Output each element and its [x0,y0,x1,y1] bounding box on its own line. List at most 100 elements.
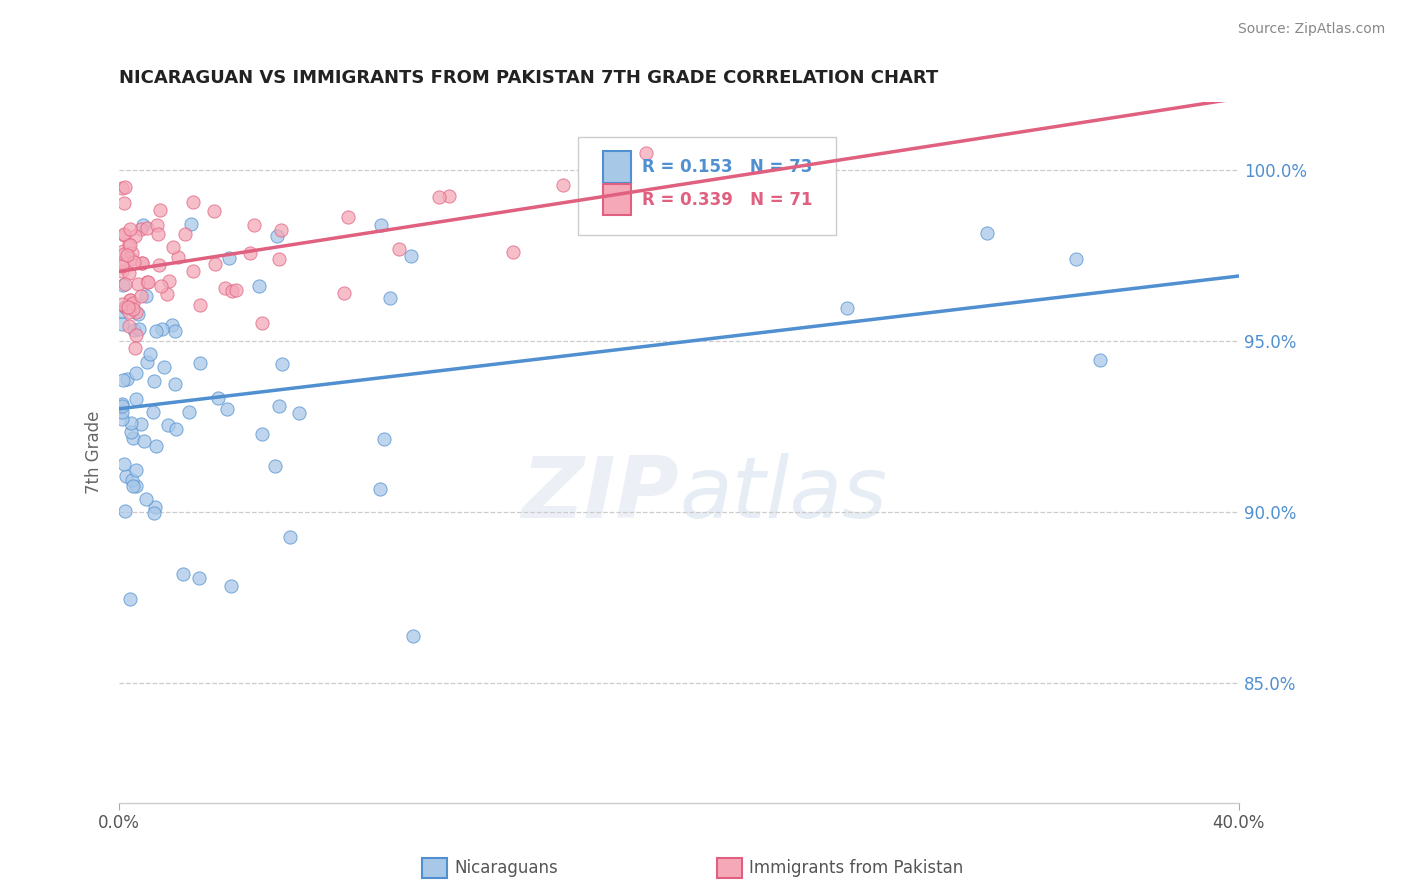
Point [218,251,240,265]
Point [219,579,242,593]
Point [157,418,180,433]
Text: R = 0.339   N = 71: R = 0.339 N = 71 [643,191,813,209]
Point [122,431,145,445]
Point [115,300,138,314]
Point [125,328,148,343]
Point [172,567,194,582]
Point [378,291,401,305]
Point [111,304,134,318]
Text: Nicaraguans: Nicaraguans [454,859,558,877]
Point [112,373,135,387]
Point [129,288,152,302]
Point [160,318,183,333]
Point [122,301,145,316]
Point [122,296,145,310]
Point [152,360,174,375]
Point [278,530,301,544]
Point [128,322,150,336]
Point [270,357,292,371]
Point [118,592,141,607]
Point [124,254,146,268]
Point [118,318,141,333]
Point [125,366,148,380]
Point [120,222,142,236]
Point [120,252,142,266]
Point [165,325,187,339]
Text: NICARAGUAN VS IMMIGRANTS FROM PAKISTAN 7TH GRADE CORRELATION CHART: NICARAGUAN VS IMMIGRANTS FROM PAKISTAN 7… [120,69,939,87]
Point [136,275,159,289]
Point [120,238,142,252]
Point [111,317,134,331]
Point [135,288,157,302]
Point [120,416,142,430]
Point [202,203,225,218]
Point [118,304,141,318]
FancyBboxPatch shape [578,137,835,235]
Point [337,210,360,224]
Point [287,406,309,420]
Point [165,422,187,436]
Point [115,248,138,262]
Point [1088,353,1111,368]
Point [157,274,180,288]
Point [250,316,273,330]
Text: Source: ZipAtlas.com: Source: ZipAtlas.com [1237,22,1385,37]
Point [181,195,204,210]
Point [112,228,135,243]
Point [502,244,524,259]
Point [125,392,148,407]
Point [264,458,287,473]
Point [111,255,134,269]
Text: Immigrants from Pakistan: Immigrants from Pakistan [749,859,963,877]
Point [149,202,172,217]
Point [146,218,169,232]
Point [139,346,162,360]
Point [121,478,143,492]
Point [180,217,202,231]
Point [242,218,264,232]
Text: ZIP: ZIP [522,453,679,536]
Point [402,629,425,643]
Text: R = 0.153   N = 73: R = 0.153 N = 73 [643,158,813,176]
Point [117,300,139,314]
Point [127,307,149,321]
Point [124,341,146,355]
Point [111,259,134,273]
Point [165,376,187,391]
Point [111,399,134,413]
Point [129,222,152,236]
Point [225,284,247,298]
Point [270,223,292,237]
Point [111,405,134,419]
Point [131,256,153,270]
Point [207,391,229,405]
Point [143,506,166,520]
Point [135,491,157,506]
Point [148,258,170,272]
Text: atlas: atlas [679,453,887,536]
Point [156,287,179,301]
Point [115,372,138,386]
Point [111,277,134,292]
Point [129,417,152,432]
Point [120,425,142,439]
Point [114,277,136,292]
Point [143,374,166,388]
Point [136,354,159,368]
Point [131,256,153,270]
Point [333,286,356,301]
Point [835,301,858,316]
Point [187,571,209,585]
Point [125,304,148,318]
Point [121,473,143,487]
Point [370,218,392,232]
Point [188,298,211,312]
Point [115,469,138,483]
Point [120,293,142,308]
Point [111,181,134,195]
Point [145,439,167,453]
Point [368,482,391,496]
Point [388,243,411,257]
Point [266,229,288,244]
Point [124,229,146,244]
